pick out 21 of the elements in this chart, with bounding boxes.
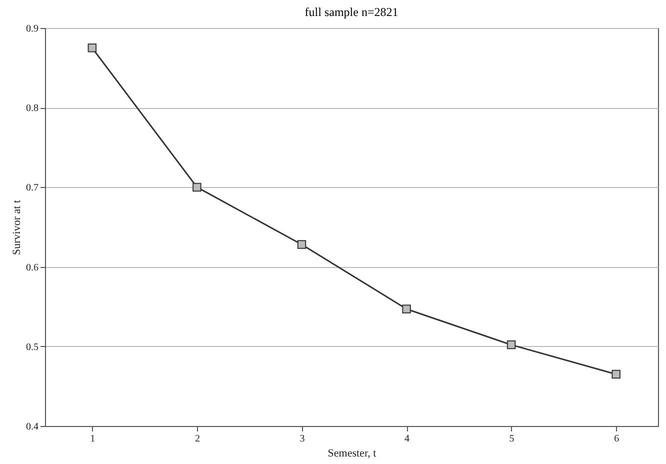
x-tick-label: 1 bbox=[90, 434, 96, 444]
y-tick-label: 0.5 bbox=[26, 342, 38, 353]
point bbox=[402, 304, 411, 314]
y-tick-label: 0.8 bbox=[26, 103, 38, 114]
x-tick-label: 3 bbox=[300, 434, 305, 444]
point bbox=[612, 370, 620, 379]
x-axis-title: Semester, t bbox=[328, 448, 376, 460]
point bbox=[506, 340, 516, 350]
x-tick-label: 2 bbox=[194, 434, 200, 444]
y-tick-label: 0.9 bbox=[26, 24, 38, 34]
y-tick-label: 0.4 bbox=[26, 422, 38, 432]
point bbox=[297, 240, 306, 249]
y-tick-label: 0.6 bbox=[26, 262, 38, 274]
y-tick-label: 0.7 bbox=[26, 182, 38, 194]
y-axis-title: Survivor at t bbox=[11, 200, 23, 255]
chart-title: full sample n=2821 bbox=[304, 5, 398, 19]
x-tick-label: 5 bbox=[509, 434, 514, 444]
x-tick-label: 6 bbox=[614, 434, 620, 444]
point bbox=[88, 44, 97, 52]
point bbox=[192, 182, 202, 192]
x-tick-label: 4 bbox=[404, 434, 410, 444]
